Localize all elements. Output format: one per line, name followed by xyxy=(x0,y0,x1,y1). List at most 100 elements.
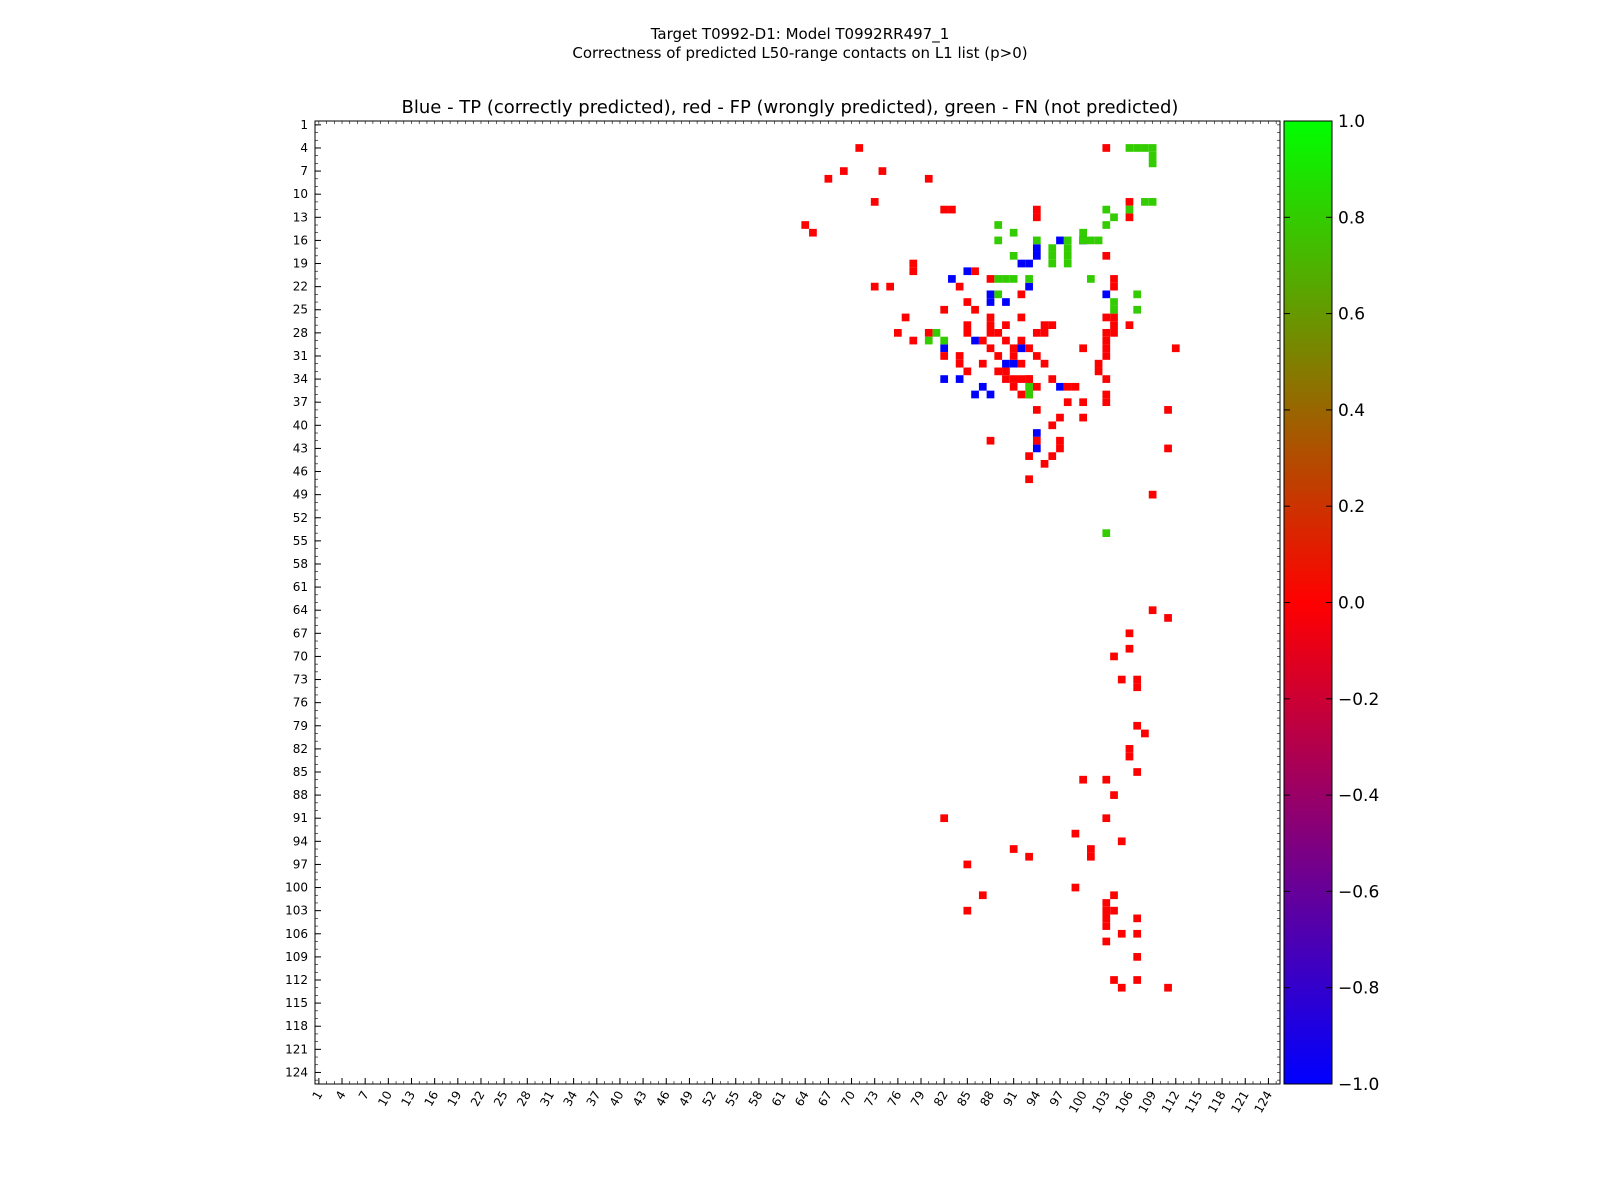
cell-fn-17 xyxy=(1063,244,1072,252)
y-tick-label: 118 xyxy=(285,1019,308,1033)
x-tick-label: 19 xyxy=(445,1089,465,1109)
x-tick-label: 67 xyxy=(815,1089,835,1109)
cell-fp-9 xyxy=(909,259,918,268)
x-tick-label: 10 xyxy=(375,1089,395,1109)
cell-fn-8 xyxy=(1102,205,1111,214)
cell-fn-29 xyxy=(1025,275,1033,283)
y-tick-label: 37 xyxy=(293,395,308,409)
y-tick-label: 46 xyxy=(293,465,308,479)
y-tick-label: 1 xyxy=(300,118,308,132)
colorbar-tick-label: −1.0 xyxy=(1338,1075,1379,1095)
x-tick-label: 1 xyxy=(310,1089,326,1103)
cell-fp-57 xyxy=(1094,367,1103,376)
cell-fn-34 xyxy=(1133,290,1142,299)
y-tick-label: 10 xyxy=(293,187,308,201)
cell-fp-132 xyxy=(1102,922,1111,930)
x-tick-label: 25 xyxy=(491,1089,511,1109)
y-tick-label: 16 xyxy=(293,233,308,247)
x-tick-label: 16 xyxy=(421,1089,441,1109)
cell-tp-13 xyxy=(1056,382,1064,391)
cell-fp-32 xyxy=(1009,352,1018,360)
suptitle-line2: Correctness of predicted L50-range conta… xyxy=(572,44,1027,62)
cell-fp-47 xyxy=(1032,329,1041,337)
y-tick-label: 28 xyxy=(293,326,308,340)
cell-fn-22 xyxy=(1048,259,1057,268)
cell-fp-94 xyxy=(1025,475,1033,484)
cell-tp-18 xyxy=(948,275,956,283)
y-tick-label: 112 xyxy=(285,973,308,987)
cell-fp-50 xyxy=(1048,452,1057,460)
cell-fn-38 xyxy=(940,336,949,345)
cell-tp-8 xyxy=(971,336,979,345)
x-tick-label: 115 xyxy=(1182,1089,1206,1116)
cell-fp-26 xyxy=(986,313,995,322)
y-tick-label: 76 xyxy=(293,696,308,710)
y-tick-label: 55 xyxy=(293,534,308,548)
cell-tp-15 xyxy=(940,375,949,383)
cell-fp-91 xyxy=(1025,344,1033,353)
x-tick-label: 112 xyxy=(1159,1089,1183,1116)
x-tick-label: 91 xyxy=(1000,1089,1020,1109)
x-tick-label: 46 xyxy=(653,1089,673,1109)
plot-title: Blue - TP (correctly predicted), red - F… xyxy=(402,97,1179,118)
cell-fp-144 xyxy=(1087,845,1095,853)
y-tick-label: 82 xyxy=(293,742,308,756)
y-tick-label: 64 xyxy=(293,603,308,617)
cell-fn-32 xyxy=(1025,390,1033,399)
cell-fp-109 xyxy=(1125,629,1134,638)
cell-fp-135 xyxy=(1133,953,1142,961)
cell-tp-12 xyxy=(978,382,987,391)
cell-fp-34 xyxy=(1017,336,1026,345)
cell-fp-16 xyxy=(955,352,964,360)
x-tick-label: 13 xyxy=(398,1089,418,1109)
cell-fn-18 xyxy=(1063,251,1072,260)
cell-fp-6 xyxy=(878,167,887,175)
y-tick-label: 79 xyxy=(293,719,308,733)
cell-fp-29 xyxy=(1002,321,1010,329)
x-tick-label: 34 xyxy=(560,1089,580,1109)
cell-fn-28 xyxy=(1002,275,1010,283)
x-tick-label: 40 xyxy=(607,1089,627,1109)
cell-fn-6 xyxy=(1141,198,1149,206)
cell-fp-150 xyxy=(963,906,972,915)
cell-fp-146 xyxy=(1009,845,1018,853)
cell-tp-9 xyxy=(1017,344,1026,353)
cell-fp-149 xyxy=(978,891,987,900)
cell-fp-95 xyxy=(1056,436,1064,445)
cell-fp-43 xyxy=(1032,213,1041,222)
x-tick-label: 4 xyxy=(333,1089,349,1103)
colorbar-tick-label: −0.8 xyxy=(1338,979,1379,999)
cell-fp-119 xyxy=(1125,752,1134,761)
cell-fp-35 xyxy=(1017,390,1026,399)
colorbar-tick-label: −0.2 xyxy=(1338,690,1379,710)
x-tick-label: 124 xyxy=(1251,1089,1275,1116)
cell-fp-44 xyxy=(1040,329,1049,337)
cell-fp-106 xyxy=(1148,490,1157,499)
cell-fp-97 xyxy=(1056,413,1064,422)
cell-fp-123 xyxy=(1110,791,1118,799)
x-tick-label: 103 xyxy=(1089,1089,1113,1116)
cell-fp-98 xyxy=(1017,313,1026,322)
cell-fp-11 xyxy=(924,174,933,183)
cell-fp-107 xyxy=(1148,606,1157,615)
cell-fp-111 xyxy=(1125,644,1134,653)
colorbar-tick-label: 0.2 xyxy=(1338,497,1365,517)
cell-fn-7 xyxy=(1148,198,1157,206)
x-tick-label: 43 xyxy=(630,1089,650,1109)
cell-fp-19 xyxy=(963,329,972,337)
x-tick-label: 109 xyxy=(1136,1089,1160,1116)
y-tick-label: 97 xyxy=(293,857,308,871)
cell-fp-63 xyxy=(1102,313,1111,322)
cell-tp-17 xyxy=(986,390,995,399)
cell-fn-11 xyxy=(1102,221,1111,229)
y-tick-label: 58 xyxy=(293,557,308,571)
cell-fp-41 xyxy=(1032,436,1041,445)
cell-fp-28 xyxy=(994,329,1003,337)
cell-fp-131 xyxy=(1102,906,1111,915)
cell-fp-96 xyxy=(1040,459,1049,468)
x-tick-label: 70 xyxy=(838,1089,858,1109)
cell-fp-101 xyxy=(1102,344,1111,353)
y-tick-label: 124 xyxy=(285,1065,308,1079)
cell-fn-41 xyxy=(1102,529,1111,538)
cell-tp-19 xyxy=(940,344,949,353)
